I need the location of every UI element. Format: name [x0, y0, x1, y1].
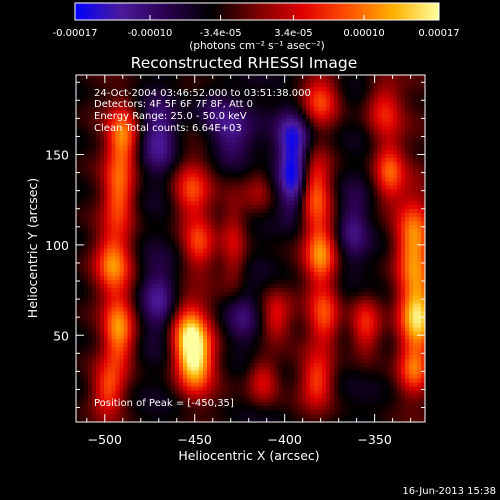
annotation-detectors: Detectors: 4F 5F 6F 7F 8F, Att 0 — [94, 99, 253, 110]
annotation-block: 24-Oct-2004 03:46:52.000 to 03:51:38.000… — [94, 88, 311, 134]
colorbar-tick-label: 3.4e-05 — [274, 28, 312, 39]
x-axis-label: Heliocentric X (arcsec) — [178, 448, 319, 463]
annotation-energy-range: Energy Range: 25.0 - 50.0 keV — [94, 111, 247, 122]
colorbar-gradient — [74, 2, 440, 21]
annotation-clean-counts: Clean Total counts: 6.64E+03 — [94, 123, 242, 134]
colorbar-tick-label: 0.00017 — [418, 28, 459, 39]
heatmap-image — [76, 75, 425, 422]
annotation-time-range: 24-Oct-2004 03:46:52.000 to 03:51:38.000 — [94, 88, 311, 99]
colorbar-tick-label: 0.00010 — [343, 28, 384, 39]
x-tick-label: −400 — [268, 432, 302, 447]
colorbar-ticks: -0.00017 -0.00010 -3.4e-05 3.4e-05 0.00010 0.… — [53, 15, 460, 39]
y-axis-label: Heliocentric Y (arcsec) — [25, 178, 40, 318]
colorbar-unit-label: (photons cm⁻² s⁻¹ asec⁻²) — [189, 40, 324, 52]
plot-area: −500 −450 −400 −350 50 100 150 24-Oct-2004 03:… — [45, 74, 426, 447]
y-tick-label: 100 — [45, 238, 69, 253]
colorbar: -0.00017 -0.00010 -3.4e-05 3.4e-05 0.00010 0.… — [53, 2, 460, 52]
colorbar-tick-label: -0.00017 — [53, 28, 98, 39]
plot-frame — [75, 74, 426, 423]
y-tick-label: 150 — [45, 148, 69, 163]
peak-position-label: Position of Peak = [-450,35] — [94, 398, 234, 409]
colorbar-tick-label: -0.00010 — [127, 28, 172, 39]
chart-title: Reconstructed RHESSI Image — [131, 54, 358, 72]
footer-date: 16-Jun-2013 15:38 — [402, 486, 496, 497]
x-tick-label: −500 — [88, 432, 122, 447]
x-tick-label: −450 — [178, 432, 212, 447]
x-tick-label: −350 — [357, 432, 391, 447]
y-tick-label: 50 — [53, 328, 69, 343]
colorbar-tick-label: -3.4e-05 — [200, 28, 242, 39]
axis-ticks: −500 −450 −400 −350 50 100 150 — [45, 75, 425, 447]
